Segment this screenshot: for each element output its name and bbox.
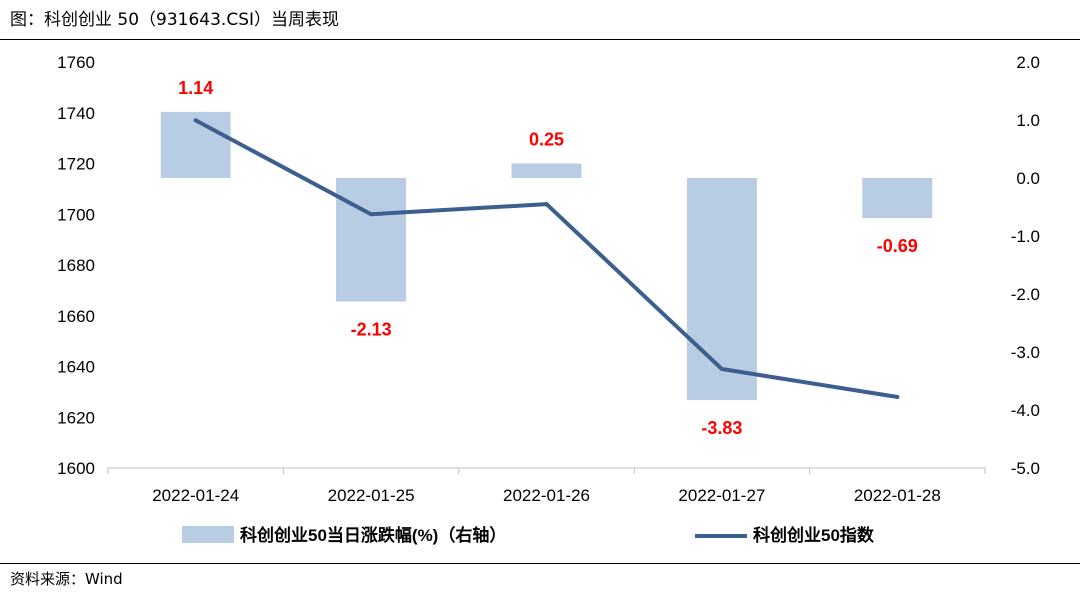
legend-swatch-bar <box>182 526 234 543</box>
bar <box>336 178 407 302</box>
right-axis-tick-label: -5.0 <box>1011 459 1040 478</box>
right-axis-tick-label: 1.0 <box>1016 111 1040 130</box>
index-line <box>193 118 900 399</box>
x-axis-tick-label: 2022-01-26 <box>503 486 590 505</box>
left-axis-ticks: 1600 1620 1640 1660 1680 1700 1720 1740 1760 <box>57 53 95 478</box>
bar <box>686 178 757 401</box>
bar <box>160 111 231 178</box>
x-axis-tick-label: 2022-01-25 <box>328 486 415 505</box>
x-axis-ticks: 2022-01-24 2022-01-25 2022-01-26 2022-01-27… <box>152 486 941 505</box>
bar-data-label: -2.13 <box>351 320 392 340</box>
legend: 科创创业50当日涨跌幅(%)（右轴） 科创创业50指数 <box>182 525 875 545</box>
right-axis-tick-label: -3.0 <box>1011 343 1040 362</box>
left-axis-tick-label: 1680 <box>57 256 95 275</box>
left-axis-tick-label: 1660 <box>57 307 95 326</box>
line-point <box>369 212 374 217</box>
left-axis-tick-label: 1740 <box>57 104 95 123</box>
x-axis-tick-label: 2022-01-27 <box>678 486 765 505</box>
line-point <box>544 202 549 207</box>
legend-label-bar: 科创创业50当日涨跌幅(%)（右轴） <box>240 525 506 545</box>
bar-data-label: -0.69 <box>877 236 918 256</box>
data-labels: 1.14 -2.13 0.25 -3.83 -0.69 <box>178 78 918 438</box>
left-axis-tick-label: 1700 <box>57 205 95 224</box>
bar-data-label: -3.83 <box>701 418 742 438</box>
chart-title: 图：科创创业 50（931643.CSI）当周表现 <box>10 10 340 30</box>
left-axis-tick-label: 1720 <box>57 155 95 174</box>
right-axis-tick-label: 0.0 <box>1016 169 1040 188</box>
left-axis-tick-label: 1600 <box>57 459 95 478</box>
line-point <box>193 118 198 123</box>
bottom-divider <box>0 563 1080 564</box>
right-axis-tick-label: -2.0 <box>1011 285 1040 304</box>
line-point <box>895 394 900 399</box>
x-axis-tick-label: 2022-01-24 <box>152 486 239 505</box>
left-axis-tick-label: 1640 <box>57 358 95 377</box>
bar <box>862 178 933 219</box>
right-axis-tick-label: 2.0 <box>1016 53 1040 72</box>
bar-data-label: 0.25 <box>529 130 564 150</box>
bar-data-label: 1.14 <box>178 78 213 98</box>
bar <box>511 163 582 178</box>
legend-label-line: 科创创业50指数 <box>753 525 875 545</box>
right-axis-tick-label: -4.0 <box>1011 401 1040 420</box>
left-axis-tick-label: 1620 <box>57 408 95 427</box>
left-axis-tick-label: 1760 <box>57 53 95 72</box>
line-point <box>719 367 724 372</box>
plot-frame <box>107 467 986 474</box>
right-axis-ticks: -5.0 -4.0 -3.0 -2.0 -1.0 0.0 1.0 2.0 <box>1011 53 1040 478</box>
combo-chart: 1.14 -2.13 0.25 -3.83 -0.69 1600 1620 1640 1660… <box>57 53 1040 545</box>
x-axis-tick-label: 2022-01-28 <box>854 486 941 505</box>
bar-series <box>160 111 933 401</box>
right-axis-tick-label: -1.0 <box>1011 227 1040 246</box>
source-note: 资料来源：Wind <box>10 570 123 588</box>
top-divider <box>0 39 1080 40</box>
line-series <box>193 118 900 399</box>
